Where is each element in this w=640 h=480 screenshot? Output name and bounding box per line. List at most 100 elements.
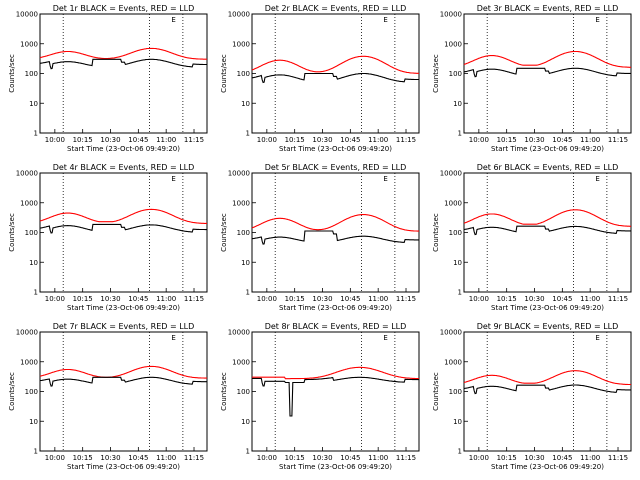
x-tick-label: 10:30: [100, 454, 120, 462]
chart-panel-8: Det 8r BLACK = Events, RED = LLD 1 10 100 10…: [220, 322, 420, 471]
y-tick-label: 100: [449, 70, 462, 78]
y-tick-label: 10000: [228, 329, 250, 337]
x-tick-label: 10:45: [552, 136, 572, 144]
x-tick-label: 10:30: [312, 454, 332, 462]
lld-series-line: [463, 370, 631, 386]
x-tick-label: 10:45: [552, 454, 572, 462]
y-tick-label: 1: [34, 448, 38, 456]
x-tick-label: 10:45: [340, 454, 360, 462]
x-tick-label: 10:15: [497, 454, 517, 462]
chart-title: Det 6r BLACK = Events, RED = LLD: [477, 163, 619, 172]
y-tick-label: 1: [246, 448, 250, 456]
x-tick-label: 11:15: [608, 136, 628, 144]
x-axis-label: Start Time (23-Oct-06 09:49:20): [279, 304, 392, 312]
y-tick-label: 10000: [16, 329, 38, 337]
events-series-line: [39, 223, 207, 234]
x-tick-label: 10:45: [128, 136, 148, 144]
chart-panel-4: Det 4r BLACK = Events, RED = LLD 1 10 100 10…: [8, 163, 208, 312]
chart-title: Det 3r BLACK = Events, RED = LLD: [477, 4, 619, 13]
y-tick-label: 1000: [444, 199, 462, 207]
x-tick-label: 10:00: [469, 454, 489, 462]
y-tick-label: 100: [25, 70, 38, 78]
y-tick-label: 1: [458, 289, 462, 297]
y-tick-label: 10000: [440, 170, 462, 178]
y-tick-label: 1: [246, 130, 250, 138]
x-tick-label: 10:15: [285, 295, 305, 303]
events-series-line: [463, 67, 632, 78]
plot-frame: [251, 331, 420, 452]
y-tick-label: 1000: [444, 358, 462, 366]
events-series-line: [463, 384, 631, 395]
y-axis-label: Counts/sec: [432, 372, 440, 411]
x-tick-label: 10:00: [257, 295, 277, 303]
lld-series-line: [39, 365, 207, 379]
event-marker-label: E: [171, 16, 175, 24]
y-tick-label: 100: [449, 388, 462, 396]
events-series-line: [39, 376, 207, 387]
y-tick-label: 1000: [20, 40, 38, 48]
event-marker-label: E: [595, 175, 599, 183]
y-tick-label: 100: [237, 229, 250, 237]
x-tick-label: 10:30: [524, 136, 544, 144]
y-axis-label: Counts/sec: [432, 213, 440, 252]
y-tick-label: 10: [453, 259, 462, 267]
x-tick-label: 11:00: [368, 295, 388, 303]
chart-panel-6: Det 6r BLACK = Events, RED = LLD 1 10 100 10…: [432, 163, 632, 312]
y-tick-label: 1000: [444, 40, 462, 48]
y-tick-label: 10: [453, 100, 462, 108]
x-tick-label: 11:00: [368, 136, 388, 144]
x-axis-label: Start Time (23-Oct-06 09:49:20): [67, 145, 180, 153]
lld-series-line: [39, 208, 207, 224]
y-tick-label: 1: [458, 130, 462, 138]
y-tick-label: 1000: [232, 40, 250, 48]
y-axis-label: Counts/sec: [220, 213, 228, 252]
events-series-line: [251, 72, 419, 84]
y-axis-label: Counts/sec: [220, 54, 228, 93]
y-tick-label: 10000: [228, 170, 250, 178]
y-axis-label: Counts/sec: [220, 372, 228, 411]
y-tick-label: 10: [241, 259, 250, 267]
chart-title: Det 2r BLACK = Events, RED = LLD: [265, 4, 407, 13]
chart-panel-3: Det 3r BLACK = Events, RED = LLD 1 10 100 10…: [432, 4, 632, 153]
x-tick-label: 10:45: [128, 295, 148, 303]
events-series-line: [39, 58, 207, 70]
chart-panel-1: Det 1r BLACK = Events, RED = LLD 1 10 100 10…: [8, 4, 208, 153]
x-tick-label: 11:15: [396, 295, 416, 303]
y-tick-label: 100: [449, 229, 462, 237]
event-marker-label: E: [171, 175, 175, 183]
x-tick-label: 11:00: [580, 454, 600, 462]
event-marker-label: E: [171, 334, 175, 342]
x-tick-label: 10:15: [73, 295, 93, 303]
chart-title: Det 5r BLACK = Events, RED = LLD: [265, 163, 407, 172]
x-tick-label: 11:15: [396, 454, 416, 462]
x-tick-label: 11:15: [184, 295, 204, 303]
x-tick-label: 10:15: [497, 136, 517, 144]
lld-series-line: [251, 214, 419, 232]
x-tick-label: 10:15: [285, 454, 305, 462]
x-tick-label: 11:15: [608, 295, 628, 303]
y-tick-label: 100: [237, 70, 250, 78]
x-tick-label: 11:00: [580, 136, 600, 144]
x-tick-label: 10:00: [45, 136, 65, 144]
chart-title: Det 1r BLACK = Events, RED = LLD: [53, 4, 195, 13]
x-axis-label: Start Time (23-Oct-06 09:49:20): [67, 463, 180, 471]
x-tick-label: 10:00: [257, 136, 277, 144]
y-tick-label: 100: [25, 229, 38, 237]
event-marker-label: E: [383, 16, 387, 24]
event-marker-label: E: [595, 16, 599, 24]
events-series-line: [463, 225, 631, 236]
plot-frame: [39, 331, 208, 452]
chart-title: Det 9r BLACK = Events, RED = LLD: [477, 322, 619, 331]
x-tick-label: 10:15: [497, 295, 517, 303]
event-marker-label: E: [595, 334, 599, 342]
x-tick-label: 10:00: [257, 454, 277, 462]
x-tick-label: 10:45: [552, 295, 572, 303]
x-tick-label: 11:15: [396, 136, 416, 144]
events-series-line: [251, 230, 419, 245]
x-axis-label: Start Time (23-Oct-06 09:49:20): [67, 304, 180, 312]
event-marker-label: E: [383, 175, 387, 183]
y-tick-label: 10: [29, 259, 38, 267]
y-axis-label: Counts/sec: [8, 372, 16, 411]
y-tick-label: 1: [246, 289, 250, 297]
